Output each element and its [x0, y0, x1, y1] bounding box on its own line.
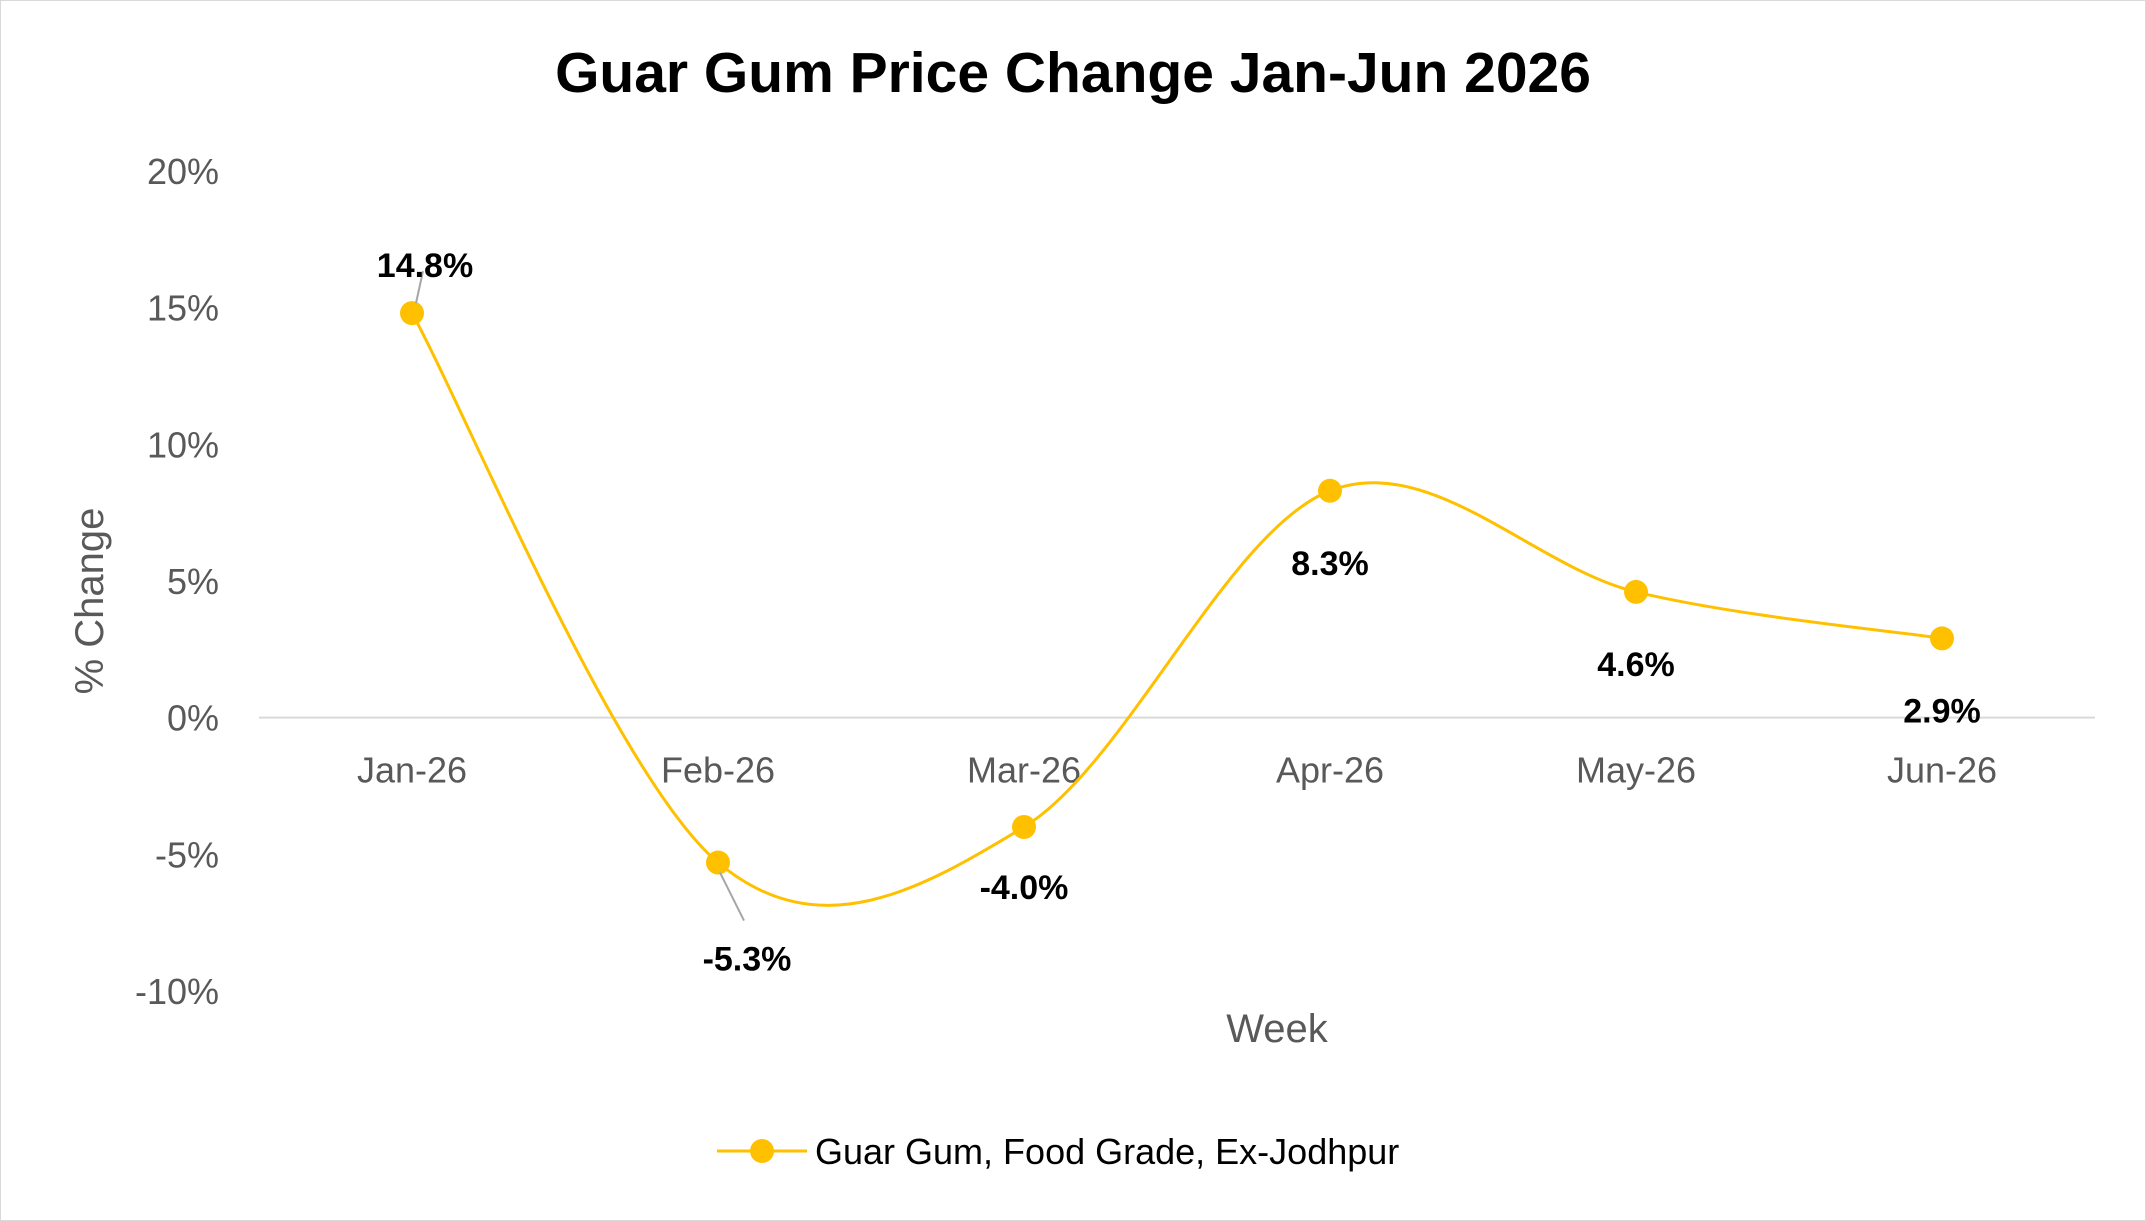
data-label: 2.9% — [1903, 692, 1981, 730]
y-tick-label: -10% — [135, 971, 219, 1012]
data-label-leader-line — [415, 270, 424, 304]
data-labels: 14.8% -5.3% -4.0% 8.3% 4.6% 2.9% — [377, 247, 1981, 978]
data-point[interactable] — [1012, 815, 1036, 839]
data-point[interactable] — [706, 850, 730, 875]
y-tick-label: 20% — [147, 151, 219, 192]
x-tick-label: Jan-26 — [357, 750, 467, 791]
legend-label: Guar Gum, Food Grade, Ex-Jodhpur — [815, 1131, 1399, 1172]
legend-marker-icon — [750, 1139, 774, 1163]
y-tick-label: 15% — [147, 288, 219, 329]
data-label: 14.8% — [377, 247, 473, 285]
y-axis-title: % Change — [68, 508, 112, 695]
x-tick-label: Mar-26 — [967, 750, 1081, 791]
data-label: 8.3% — [1291, 545, 1369, 583]
x-tick-label: May-26 — [1576, 750, 1696, 791]
y-tick-label: 10% — [147, 424, 219, 465]
x-axis-title: Week — [1226, 1007, 1329, 1051]
data-label-leader-line — [719, 872, 745, 921]
x-tick-label: Jun-26 — [1887, 750, 1997, 791]
y-tick-label: -5% — [155, 834, 219, 875]
series-layer — [400, 301, 1954, 907]
y-tick-label: 5% — [167, 561, 219, 602]
data-point[interactable] — [1318, 478, 1342, 503]
data-point[interactable] — [1624, 579, 1648, 604]
chart-title: Guar Gum Price Change Jan-Jun 2026 — [555, 41, 1591, 105]
data-point[interactable] — [1930, 626, 1954, 651]
legend[interactable]: Guar Gum, Food Grade, Ex-Jodhpur — [717, 1131, 1399, 1172]
y-axis-ticks: 20% 15% 10% 5% 0% -5% -10% — [135, 151, 219, 1012]
x-tick-label: Feb-26 — [661, 750, 775, 791]
y-tick-label: 0% — [167, 698, 219, 739]
x-axis-ticks: Jan-26 Feb-26 Mar-26 Apr-26 May-26 Jun-26 — [357, 750, 1997, 791]
data-point[interactable] — [400, 301, 424, 326]
data-label: -5.3% — [703, 941, 792, 979]
x-tick-label: Apr-26 — [1276, 750, 1384, 791]
data-label: -4.0% — [980, 869, 1069, 907]
series-line — [410, 312, 1943, 907]
data-label: 4.6% — [1597, 646, 1675, 684]
